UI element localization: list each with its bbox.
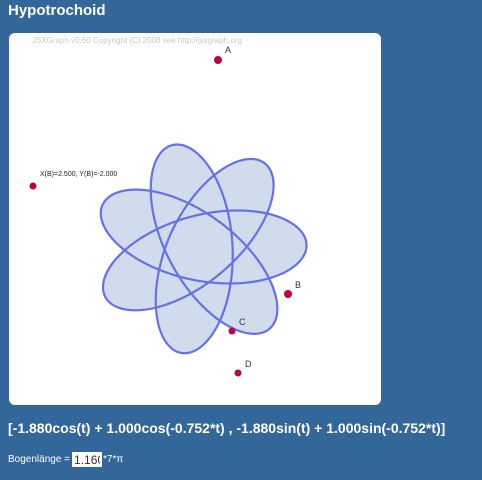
arc-length-label: Bogenlänge = bbox=[8, 454, 71, 465]
point-d-label: D bbox=[245, 359, 252, 369]
point-b[interactable] bbox=[284, 290, 292, 298]
point-c[interactable] bbox=[228, 327, 236, 335]
point-a-label: A bbox=[225, 45, 232, 55]
point-c-label: C bbox=[239, 317, 246, 327]
point-b-label: B bbox=[295, 280, 302, 290]
jsxgraph-board[interactable]: JSXGraph v0.60 Copyright (C) 2008 see ht… bbox=[9, 33, 381, 405]
point-d[interactable] bbox=[234, 369, 242, 377]
point-coord-anchor[interactable] bbox=[29, 182, 37, 190]
curve-formula: [-1.880cos(t) + 1.000cos(-0.752*t) , -1.… bbox=[8, 420, 446, 436]
curve-canvas[interactable] bbox=[9, 33, 381, 405]
arc-length-row: Bogenlänge = *7*π bbox=[8, 452, 123, 467]
arc-length-suffix: *7*π bbox=[103, 454, 124, 465]
hypotrochoid-curve bbox=[99, 143, 308, 355]
page-title: Hypotrochoid bbox=[8, 2, 106, 19]
copyright-text: JSXGraph v0.60 Copyright (C) 2008 see ht… bbox=[32, 36, 242, 45]
arc-length-input[interactable] bbox=[72, 452, 103, 467]
point-a[interactable] bbox=[214, 56, 222, 64]
coordinate-readout: X(B)=2.500, Y(B)=-2.000 bbox=[40, 171, 118, 178]
